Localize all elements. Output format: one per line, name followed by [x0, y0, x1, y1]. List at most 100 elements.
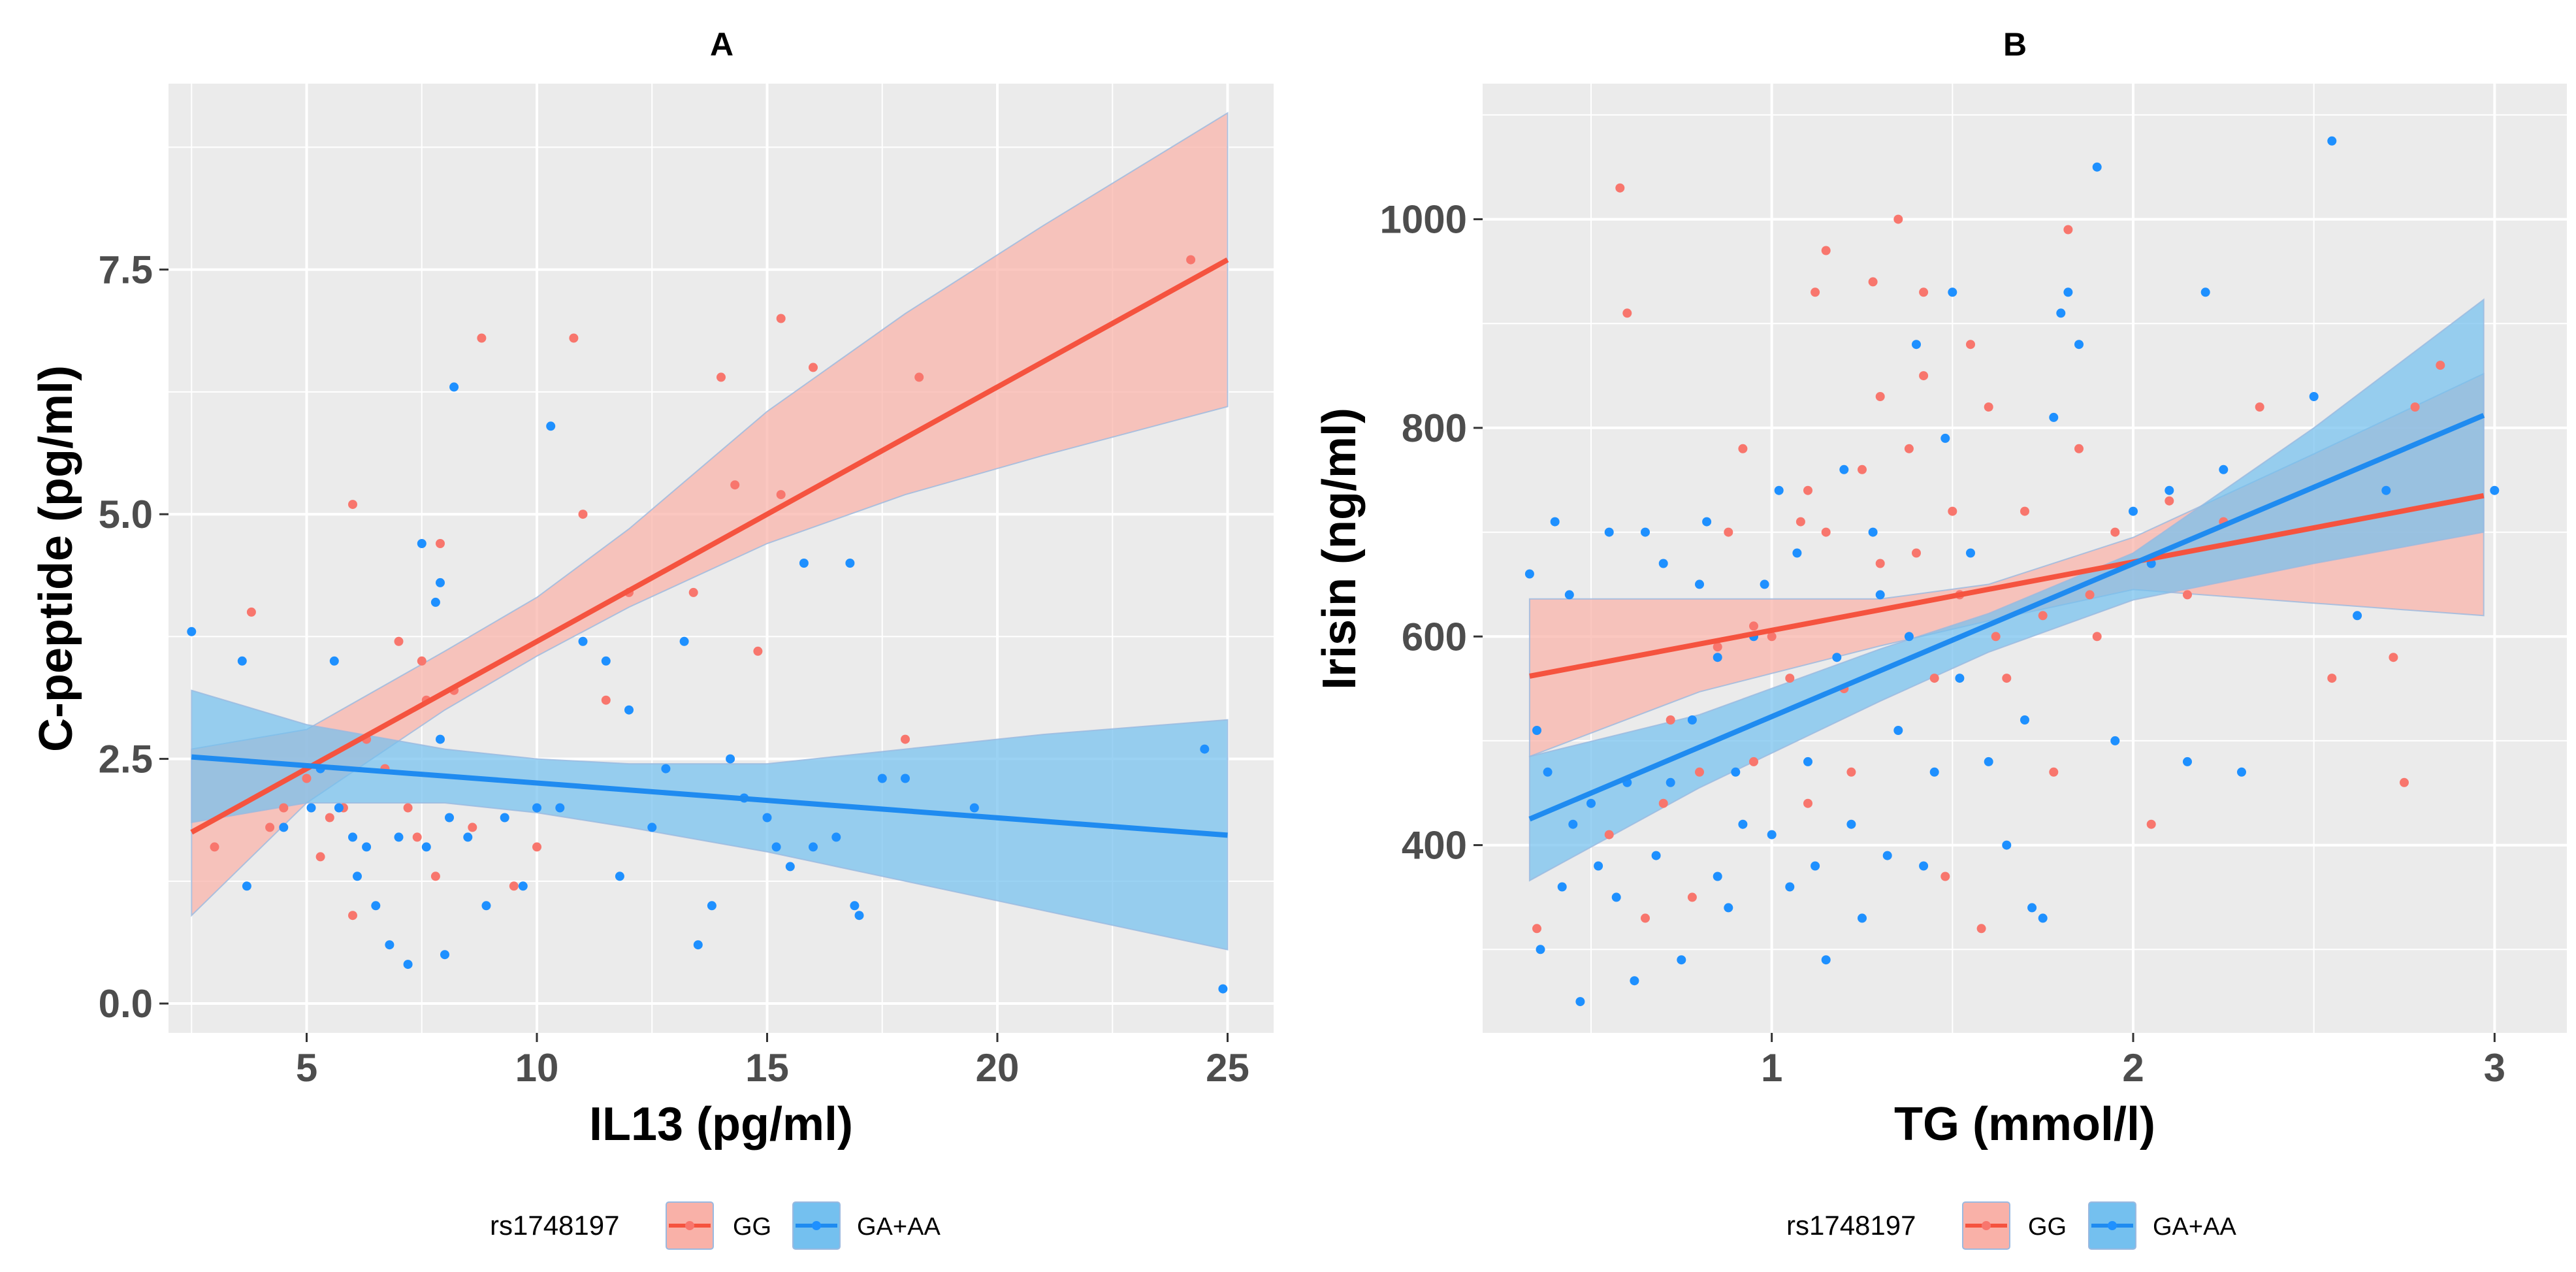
data-point-gg	[809, 363, 818, 372]
data-point-gg	[776, 314, 786, 323]
data-point-gg	[1749, 621, 1758, 631]
legend-a-key-gaaa	[792, 1201, 841, 1250]
data-point-gaaa	[1594, 861, 1603, 871]
data-point-gaaa	[2129, 506, 2138, 516]
data-point-gaaa	[1575, 997, 1585, 1007]
data-point-gg	[2020, 506, 2029, 516]
data-point-gaaa	[436, 578, 445, 587]
data-point-gaaa	[1677, 955, 1686, 965]
data-point-gg	[2049, 767, 2059, 777]
data-point-gaaa	[2092, 162, 2102, 172]
legend-a-label-gg: GG	[733, 1213, 771, 1241]
data-point-gaaa	[679, 636, 689, 646]
data-point-gg	[1858, 465, 1867, 474]
x-tick-label: 15	[745, 1046, 789, 1090]
panel-b-bands	[1528, 298, 2485, 882]
data-point-gg	[753, 646, 763, 656]
x-tick-label: 5	[296, 1046, 317, 1090]
x-tick-label: 1	[1761, 1046, 1782, 1090]
data-point-gaaa	[1630, 976, 1639, 986]
data-point-gg	[265, 823, 275, 832]
data-point-gg	[403, 803, 413, 813]
data-point-gaaa	[187, 627, 197, 636]
data-point-gaaa	[1218, 984, 1228, 994]
legend-a-key-gg	[666, 1201, 714, 1250]
data-point-gaaa	[2049, 412, 2059, 422]
data-point-gg	[509, 881, 519, 891]
data-point-gaaa	[707, 901, 716, 911]
data-point-gaaa	[1821, 955, 1831, 965]
data-point-gaaa	[403, 960, 413, 970]
data-point-gaaa	[555, 803, 565, 813]
data-point-gaaa	[1524, 569, 1534, 579]
data-point-gaaa	[2063, 287, 2073, 297]
data-point-gaaa	[430, 597, 440, 607]
data-point-gaaa	[2327, 136, 2337, 146]
data-point-gaaa	[845, 559, 855, 568]
data-point-gaaa	[1543, 767, 1553, 777]
data-point-gg	[2146, 819, 2156, 829]
regression-line-gaaa	[1528, 413, 2485, 822]
data-point-gaaa	[1724, 903, 1733, 913]
x-tick-label: 3	[2484, 1046, 2505, 1090]
data-point-gaaa	[771, 842, 781, 852]
data-point-gaaa	[1641, 527, 1650, 537]
data-point-gaaa	[1948, 287, 1957, 297]
data-point-gg	[1749, 757, 1758, 766]
data-point-gg	[1767, 632, 1777, 642]
confidence-band-gg	[1528, 372, 2485, 758]
y-tick-label: 1000	[1380, 198, 1467, 242]
data-point-gg	[2074, 444, 2084, 453]
panel-a-x-axis-title: IL13 (pg/ml)	[589, 1098, 853, 1150]
data-point-gaaa	[2027, 903, 2037, 913]
data-point-gg	[477, 333, 487, 343]
data-point-gg	[2002, 674, 2012, 683]
data-point-gg	[1622, 308, 1632, 318]
regression-line-gg	[190, 257, 1229, 835]
data-point-gg	[1919, 371, 1929, 381]
data-point-gg	[1785, 674, 1795, 683]
data-point-gg	[1532, 924, 1541, 934]
data-point-gaaa	[237, 656, 247, 666]
data-point-gaaa	[1604, 527, 1614, 537]
legend-a-key-gaaa-dot	[812, 1221, 821, 1230]
data-point-gaaa	[417, 539, 427, 548]
data-point-gg	[2085, 590, 2095, 600]
data-point-gaaa	[1611, 892, 1621, 902]
data-point-gaaa	[693, 940, 703, 950]
data-point-gg	[1641, 913, 1650, 923]
data-point-gaaa	[1557, 882, 1567, 892]
data-point-gaaa	[578, 636, 588, 646]
panel-a-x-ticks: 5 10 15 20 25	[296, 1033, 1249, 1090]
data-point-gaaa	[362, 842, 372, 852]
data-point-gaaa	[1785, 882, 1795, 892]
data-point-gg	[2327, 674, 2337, 683]
data-point-gaaa	[440, 950, 449, 960]
data-point-gg	[2110, 527, 2120, 537]
data-point-gaaa	[1713, 872, 1722, 881]
data-point-gaaa	[2038, 913, 2048, 923]
data-point-gaaa	[436, 734, 445, 744]
data-point-gaaa	[2490, 485, 2500, 495]
data-point-gg	[468, 823, 477, 832]
data-point-gaaa	[500, 813, 509, 823]
data-point-gaaa	[449, 382, 459, 392]
panel-a-title: A	[710, 26, 733, 63]
data-point-gaaa	[371, 901, 381, 911]
data-point-gaaa	[854, 911, 864, 921]
legend-a-label-gaaa: GA+AA	[857, 1213, 941, 1241]
data-point-gg	[901, 734, 910, 744]
data-point-gaaa	[850, 901, 860, 911]
data-point-gaaa	[1940, 433, 1950, 443]
data-point-gaaa	[1666, 777, 1675, 787]
data-point-gaaa	[1695, 579, 1704, 589]
panel-b-title: B	[2003, 26, 2027, 63]
data-point-gg	[1803, 798, 1812, 808]
data-point-gg	[1868, 277, 1878, 287]
data-point-gaaa	[348, 832, 357, 842]
data-point-gg	[2389, 653, 2398, 662]
data-point-gg	[601, 695, 611, 705]
data-point-gaaa	[394, 832, 404, 842]
data-point-gaaa	[353, 872, 362, 881]
